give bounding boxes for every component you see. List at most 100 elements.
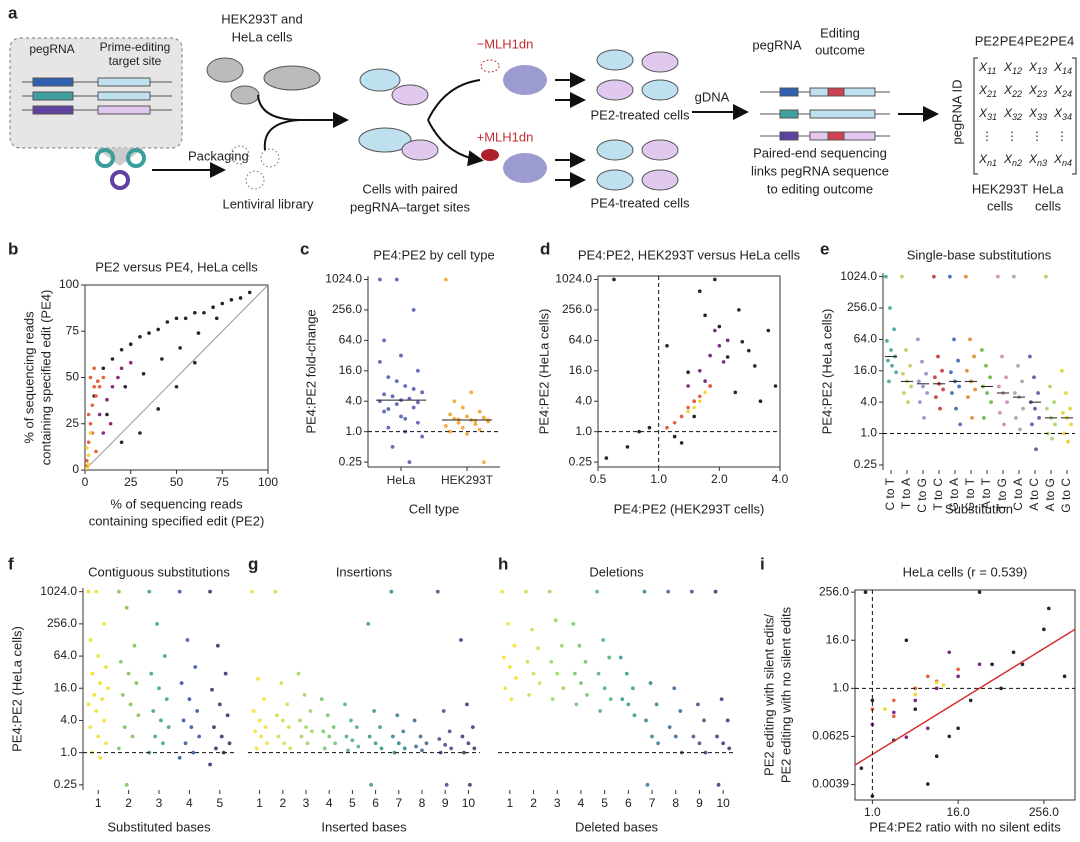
identity-line [84, 284, 269, 471]
point [585, 693, 589, 697]
symbol: X [1028, 83, 1038, 97]
point [686, 370, 690, 375]
point [525, 659, 530, 664]
point [477, 427, 482, 432]
panel-label: c [300, 239, 309, 258]
point [386, 407, 391, 411]
point [642, 589, 647, 594]
point [647, 425, 652, 430]
point [988, 375, 992, 380]
x-tick-label: 3 [303, 796, 310, 810]
cells [206, 57, 321, 105]
point [343, 702, 347, 707]
point [399, 353, 403, 358]
matrix-cell: Xn3 [1028, 152, 1047, 168]
point [703, 750, 708, 755]
matrix-cell: X12 [1003, 60, 1022, 76]
point [212, 725, 216, 730]
point [164, 697, 169, 702]
y-tick-label: 0.25 [339, 454, 363, 468]
y-tick-label: 64.0 [854, 332, 878, 346]
point [997, 384, 1001, 389]
point [415, 368, 420, 373]
marks [500, 589, 732, 794]
point [892, 710, 896, 715]
x-tick-label: 7 [649, 796, 656, 810]
point [94, 449, 98, 454]
point [88, 375, 93, 380]
point [118, 659, 123, 664]
y-tick-label: 75 [66, 323, 80, 337]
point [667, 725, 672, 730]
point [1045, 406, 1049, 411]
point [138, 335, 142, 339]
point [481, 415, 486, 420]
point [957, 384, 961, 389]
point [673, 734, 678, 739]
point [863, 590, 868, 594]
point [692, 414, 696, 419]
x-tick-label: 9 [696, 796, 703, 810]
point [904, 348, 908, 352]
y-tick-label: 0.25 [54, 777, 78, 791]
point [211, 305, 215, 310]
point [466, 741, 471, 746]
x-tick-label: A to C [1027, 478, 1041, 511]
point [561, 686, 566, 691]
point [257, 718, 262, 723]
point [147, 589, 152, 594]
point [473, 418, 478, 423]
point [713, 277, 717, 282]
point [1043, 274, 1048, 279]
point [894, 370, 899, 375]
point [449, 746, 454, 751]
point [94, 394, 98, 398]
arrow [257, 94, 301, 151]
point [531, 671, 536, 676]
point [740, 339, 745, 344]
x-tick-label: T to A [899, 478, 913, 509]
point [459, 638, 463, 642]
point [503, 686, 508, 691]
point [441, 709, 446, 713]
point [1027, 354, 1032, 359]
point [913, 707, 918, 712]
point [689, 589, 694, 594]
label: Prime-editing [100, 40, 171, 54]
label: pegRNA–target sites [350, 199, 470, 214]
x-tick-label: 10 [462, 796, 476, 810]
point [527, 693, 531, 697]
point [956, 674, 960, 679]
matrix-cell: X24 [1053, 83, 1072, 99]
point [229, 298, 234, 302]
point [940, 368, 944, 373]
point [96, 654, 101, 658]
point [460, 734, 465, 739]
point [250, 589, 255, 594]
symbol: X [1028, 60, 1038, 74]
chart-title: HeLa cells (r = 0.539) [903, 564, 1028, 579]
point [181, 718, 186, 723]
point [319, 697, 324, 702]
point [448, 429, 453, 434]
point [956, 358, 960, 363]
point [725, 355, 730, 359]
y-tick-label: 16.0 [339, 363, 363, 377]
point [473, 422, 478, 427]
point [934, 680, 939, 685]
point [696, 702, 700, 707]
point [938, 406, 942, 411]
point [512, 643, 517, 648]
point [870, 698, 875, 703]
y-axis-label: PE4:PE2 (HeLa cells) [536, 309, 551, 435]
point [372, 709, 377, 713]
point [1069, 422, 1073, 427]
point [968, 698, 973, 703]
point [1066, 439, 1070, 444]
point [697, 741, 702, 746]
point [598, 709, 602, 713]
y-tick-label: 0.25 [854, 457, 878, 471]
x-tick-label: A to G [1043, 478, 1057, 511]
point [195, 709, 200, 713]
y-tick-label: 4.0 [860, 394, 877, 408]
